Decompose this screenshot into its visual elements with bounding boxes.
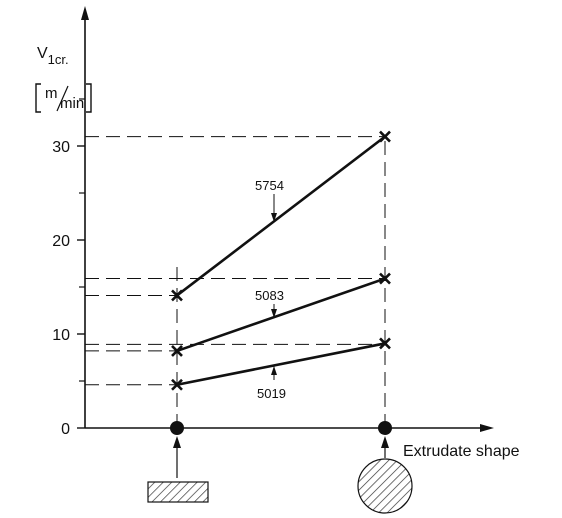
category-dot — [378, 421, 392, 435]
y-axis-subscript: 1cr. — [48, 52, 69, 67]
y-tick-label: 10 — [52, 327, 70, 344]
y-unit-slash — [56, 85, 69, 112]
y-axis-arrow — [81, 6, 89, 20]
x-axis-label: Extrudate shape — [403, 443, 520, 460]
y-axis-symbol: V — [37, 45, 48, 62]
y-tick-label: 0 — [61, 421, 70, 438]
arrowhead-circle-category — [381, 436, 389, 448]
arrowhead-rect-category — [173, 436, 181, 448]
series-label-5754: 5754 — [255, 178, 284, 193]
series-line-5754 — [176, 135, 386, 297]
series-label-arrowhead — [271, 309, 277, 318]
series-label-5083: 5083 — [255, 288, 284, 303]
data-point-marker — [171, 345, 183, 357]
series-line-5083 — [176, 277, 386, 353]
y-tick-label: 30 — [52, 139, 70, 156]
series-lines — [176, 135, 386, 387]
y-axis-label: V1cr. m min — [35, 45, 92, 113]
y-tick-label: 20 — [52, 233, 70, 250]
series-label-arrowhead — [271, 366, 277, 375]
series-line-5019 — [176, 342, 386, 387]
category-dot — [170, 421, 184, 435]
y-unit-close-bracket — [86, 83, 92, 113]
data-point-marker — [171, 378, 183, 391]
minor-ticks — [79, 98, 85, 382]
series-label-arrowhead — [271, 213, 277, 222]
data-point-marker — [379, 337, 391, 350]
data-point-marker — [171, 289, 183, 302]
data-point-marker — [379, 130, 391, 143]
y-unit-denominator: min — [60, 95, 84, 112]
series-labels: 5754 5083 5019 — [255, 178, 286, 401]
x-axis-arrow — [480, 424, 494, 432]
dashed-guides — [85, 136, 386, 428]
y-tick-labels: 0 10 20 30 — [52, 139, 70, 438]
major-ticks — [77, 145, 85, 429]
hatched-rectangle-icon — [147, 481, 209, 503]
series-label-5019: 5019 — [257, 386, 286, 401]
data-point-marker — [379, 272, 391, 285]
y-unit-numerator: m — [45, 85, 58, 102]
hatched-circle-icon — [357, 458, 413, 514]
y-unit-open-bracket — [35, 83, 41, 113]
data-markers — [170, 130, 392, 435]
category-shapes — [147, 436, 413, 514]
svg-text:V1cr.: V1cr. — [37, 45, 69, 67]
